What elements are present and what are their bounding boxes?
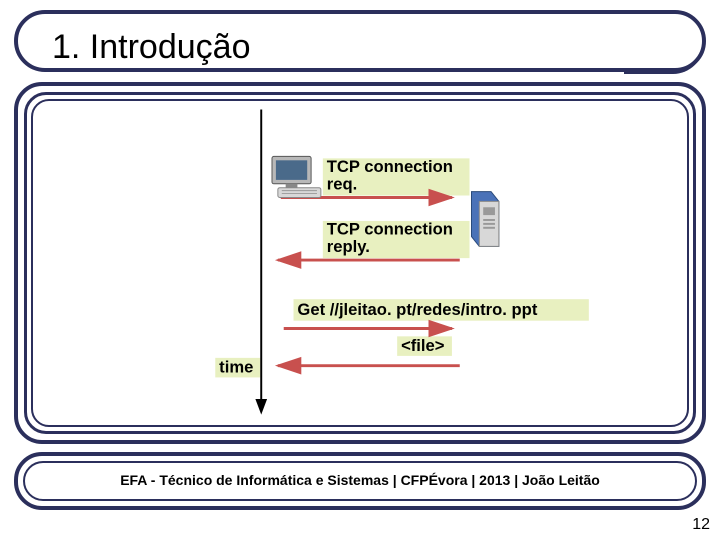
slide-title: 1. Introdução: [52, 28, 250, 67]
slide: 1. Introdução: [0, 0, 720, 540]
msg3-label: Get //jleitao. pt/redes/intro. ppt: [297, 300, 537, 319]
footer-text: EFA - Técnico de Informática e Sistemas …: [18, 472, 702, 488]
tcp-sequence-diagram: TCP connection req. TCP connection reply…: [18, 86, 702, 440]
msg4-label: <file>: [401, 336, 445, 355]
time-label: time: [219, 358, 253, 377]
footer-bar: EFA - Técnico de Informática e Sistemas …: [14, 452, 706, 510]
title-bar: 1. Introdução: [14, 10, 706, 72]
content-panel: TCP connection req. TCP connection reply…: [14, 82, 706, 444]
server-icon: [471, 192, 498, 247]
slide-number: 12: [692, 516, 710, 534]
client-computer-icon: [272, 156, 321, 197]
